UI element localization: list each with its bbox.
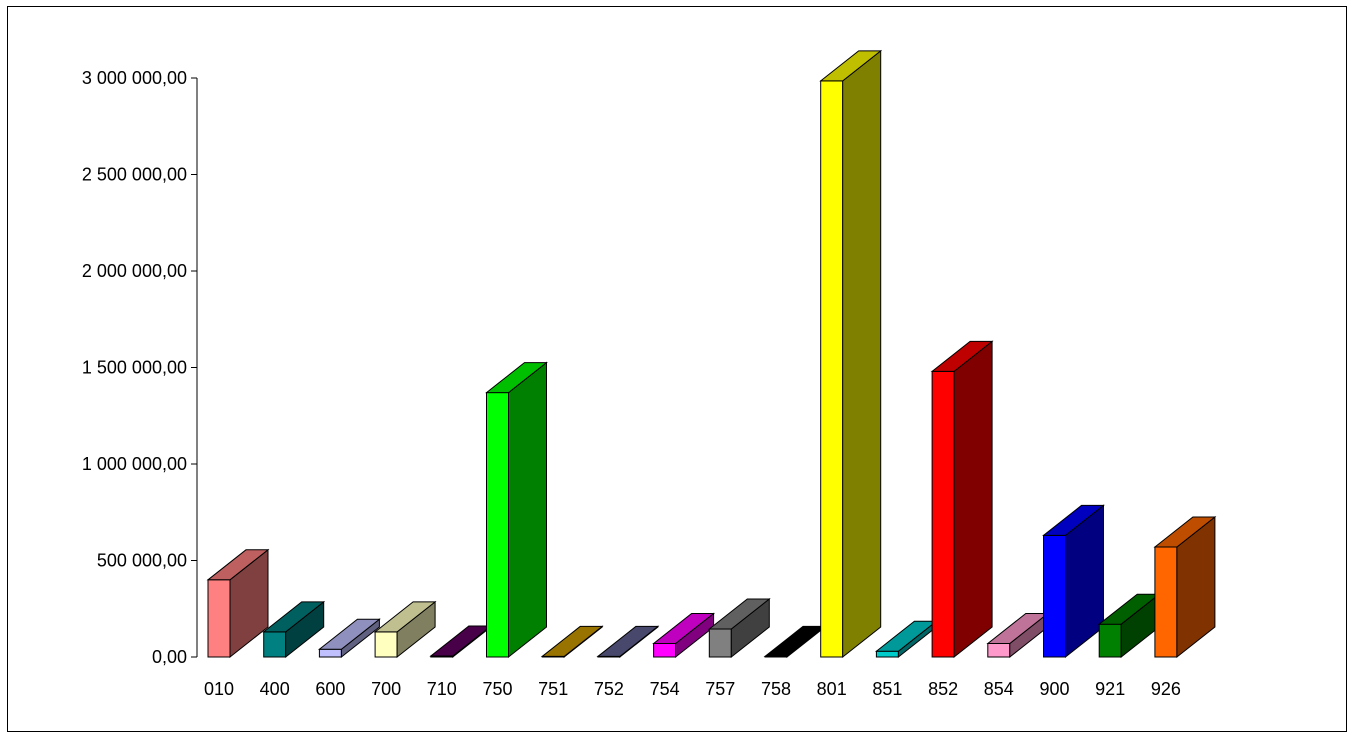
x-tick-label: 752 (594, 679, 624, 699)
bar-top (596, 625, 660, 657)
bar-front (931, 370, 955, 658)
bar-top (317, 618, 381, 650)
bar-754 (652, 612, 716, 659)
x-tick-label: 851 (872, 679, 902, 699)
labels: 0,00 500 000,00 1 000 000,00 1 500 000,00 2 … (82, 68, 1181, 699)
bar-front (318, 648, 342, 658)
x-tick-label: 757 (705, 679, 735, 699)
bar-front (374, 631, 398, 658)
bar-front (1154, 546, 1178, 658)
bar-top (707, 598, 771, 630)
x-tick-label: 801 (817, 679, 847, 699)
bar-top (1042, 504, 1105, 536)
bar-front (1043, 534, 1066, 658)
bar-side (508, 361, 547, 659)
bar-top (429, 625, 493, 657)
axes (191, 77, 198, 658)
bar-751 (540, 625, 604, 659)
bar-front (875, 650, 899, 658)
x-tick-label: 852 (928, 679, 958, 699)
x-tick-label: 750 (482, 679, 512, 699)
bar-top (540, 625, 604, 657)
bar-926 (1153, 515, 1217, 659)
x-tick-label: 751 (538, 679, 568, 699)
bars (206, 49, 1217, 659)
bar-top (1153, 516, 1217, 548)
y-tick-label: 0,00 (152, 647, 187, 667)
bar-front (486, 392, 509, 658)
bar-600 (317, 618, 381, 659)
bar-900 (1042, 504, 1105, 659)
y-tick-label: 500 000,00 (97, 551, 187, 571)
bar-top (485, 362, 548, 394)
bar-710 (429, 625, 493, 659)
bar-top (763, 625, 827, 657)
bar-top (819, 50, 883, 82)
bar-front (263, 631, 287, 658)
bar-852 (930, 340, 994, 659)
bar-801 (819, 49, 883, 659)
bar-top (652, 612, 716, 644)
y-tick-label: 2 000 000,00 (82, 261, 187, 281)
x-tick-label: 400 (260, 679, 290, 699)
x-tick-label: 600 (315, 679, 345, 699)
x-tick-label: 758 (761, 679, 791, 699)
bar-921 (1097, 593, 1161, 659)
y-tick-label: 2 500 000,00 (82, 165, 187, 185)
bar-400 (262, 600, 326, 659)
y-tick-label: 3 000 000,00 (82, 68, 187, 88)
y-tick-label: 1 000 000,00 (82, 454, 187, 474)
bar-854 (986, 612, 1050, 659)
bar-front (1098, 623, 1122, 658)
x-tick-label: 926 (1151, 679, 1181, 699)
bar-side (953, 340, 993, 659)
x-tick-label: 010 (204, 679, 234, 699)
bar-top (930, 340, 994, 372)
bar-top (262, 601, 326, 633)
bar-front (653, 642, 677, 658)
bar-top (373, 601, 437, 633)
bar-top (206, 549, 270, 581)
x-tick-label: 710 (427, 679, 457, 699)
y-tick-label: 1 500 000,00 (82, 358, 187, 378)
bar-front (207, 579, 231, 658)
bar-front (708, 628, 732, 658)
x-tick-label: 700 (371, 679, 401, 699)
x-tick-label: 900 (1039, 679, 1069, 699)
bar-front (820, 80, 844, 658)
bar-front (987, 642, 1011, 658)
bar-752 (596, 625, 660, 659)
bar-750 (485, 361, 548, 659)
bar-010 (206, 548, 270, 659)
x-tick-label: 854 (984, 679, 1014, 699)
bar-757 (707, 597, 771, 659)
x-tick-label: 921 (1095, 679, 1125, 699)
bar-758 (763, 625, 827, 659)
x-tick-label: 754 (650, 679, 680, 699)
bar-side (842, 49, 882, 659)
bar-851 (874, 620, 938, 659)
bar-700 (373, 600, 437, 659)
